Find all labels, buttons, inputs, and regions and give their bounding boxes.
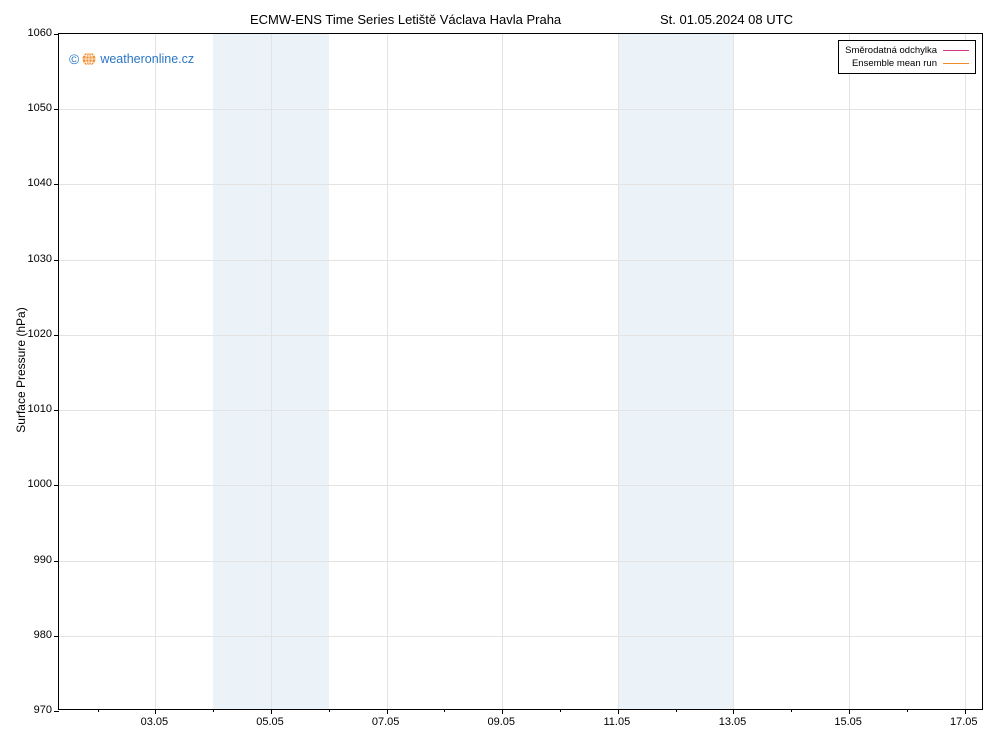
x-tick-label: 09.05 [487, 716, 515, 728]
globe-icon [82, 52, 96, 66]
gridline-h [59, 410, 982, 411]
gridline-v [618, 34, 619, 709]
x-tick-label: 13.05 [719, 716, 747, 728]
gridline-v [849, 34, 850, 709]
y-tick-label: 1050 [24, 102, 52, 114]
x-tick-minor [907, 709, 908, 712]
gridline-h [59, 184, 982, 185]
plot-area: © weatheronline.cz Směrodatná odchylkaEn… [58, 33, 983, 710]
x-tick-label: 15.05 [834, 716, 862, 728]
gridline-v [502, 34, 503, 709]
gridline-h [59, 561, 982, 562]
gridline-h [59, 335, 982, 336]
y-tick-label: 1060 [24, 27, 52, 39]
y-tick [54, 34, 59, 35]
x-tick [155, 709, 156, 714]
chart-title-right: St. 01.05.2024 08 UTC [660, 12, 793, 27]
x-tick-label: 05.05 [256, 716, 284, 728]
legend-item-label: Ensemble mean run [852, 57, 937, 70]
y-tick-label: 1030 [24, 253, 52, 265]
x-tick-minor [444, 709, 445, 712]
chart-container: Surface Pressure (hPa) ECMW-ENS Time Ser… [0, 0, 1000, 733]
gridline-v [733, 34, 734, 709]
x-tick-minor [560, 709, 561, 712]
x-tick [271, 709, 272, 714]
y-tick [54, 636, 59, 637]
gridline-v [155, 34, 156, 709]
y-tick [54, 184, 59, 185]
legend-item: Směrodatná odchylka [845, 44, 969, 57]
legend-swatch [943, 50, 969, 51]
copyright-icon: © [69, 52, 79, 66]
x-tick-minor [791, 709, 792, 712]
x-tick [965, 709, 966, 714]
watermark: © weatheronline.cz [69, 52, 194, 66]
gridline-v [271, 34, 272, 709]
x-tick-label: 11.05 [604, 716, 631, 728]
gridline-h [59, 485, 982, 486]
x-tick-label: 17.05 [950, 716, 978, 728]
gridline-h [59, 636, 982, 637]
weekend-band [618, 34, 734, 709]
legend-item: Ensemble mean run [845, 57, 969, 70]
x-tick [502, 709, 503, 714]
chart-title-left: ECMW-ENS Time Series Letiště Václava Hav… [250, 12, 561, 27]
y-tick-label: 1020 [24, 328, 52, 340]
x-tick [733, 709, 734, 714]
x-tick-minor [329, 709, 330, 712]
y-tick-label: 1000 [24, 478, 52, 490]
y-tick [54, 335, 59, 336]
y-tick-label: 970 [24, 704, 52, 716]
legend-swatch [943, 63, 969, 64]
x-tick [618, 709, 619, 714]
x-tick-label: 07.05 [372, 716, 400, 728]
gridline-v [965, 34, 966, 709]
legend-item-label: Směrodatná odchylka [845, 44, 937, 57]
y-tick-label: 1040 [24, 177, 52, 189]
gridline-v [387, 34, 388, 709]
y-tick-label: 1010 [24, 403, 52, 415]
watermark-text: weatheronline.cz [100, 53, 194, 66]
y-tick [54, 561, 59, 562]
y-tick [54, 410, 59, 411]
y-tick [54, 109, 59, 110]
y-tick-label: 980 [24, 629, 52, 641]
x-tick-minor [213, 709, 214, 712]
y-tick [54, 260, 59, 261]
x-tick-minor [98, 709, 99, 712]
x-tick [387, 709, 388, 714]
y-tick [54, 485, 59, 486]
x-tick-minor [676, 709, 677, 712]
legend: Směrodatná odchylkaEnsemble mean run [838, 40, 976, 74]
gridline-h [59, 109, 982, 110]
gridline-h [59, 260, 982, 261]
y-tick-label: 990 [24, 554, 52, 566]
y-tick [54, 711, 59, 712]
x-tick [849, 709, 850, 714]
x-tick-label: 03.05 [141, 716, 169, 728]
